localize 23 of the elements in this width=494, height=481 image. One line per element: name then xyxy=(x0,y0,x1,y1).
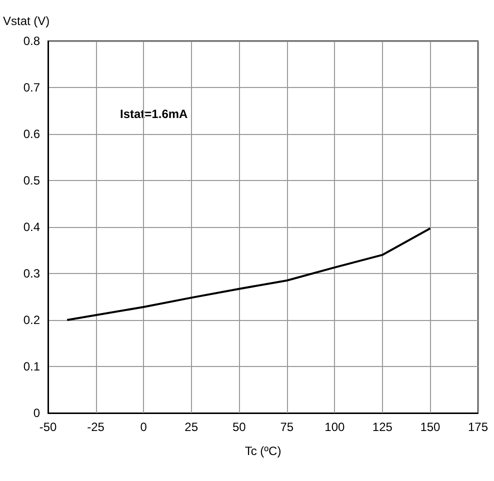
x-tick-label: -50 xyxy=(39,420,57,434)
x-tick-label: 0 xyxy=(140,420,148,434)
y-tick-label: 0.2 xyxy=(23,313,40,327)
x-tick-label: 150 xyxy=(420,420,441,434)
y-tick-label: 0.6 xyxy=(23,127,40,141)
y-tick-label: 0.7 xyxy=(23,80,40,94)
x-axis-title: Tc (ºC) xyxy=(244,444,282,458)
x-tick-label: 125 xyxy=(372,420,393,434)
x-tick-label: 100 xyxy=(324,420,345,434)
line-series xyxy=(66,227,432,321)
y-axis-title: Vstat (V) xyxy=(3,14,50,28)
x-tick-label: 175 xyxy=(468,420,488,434)
x-tick-label: 75 xyxy=(280,420,294,434)
y-tick-label: 0.4 xyxy=(23,220,40,234)
y-tick-label: 0.8 xyxy=(23,34,40,48)
y-tick-label: 0.5 xyxy=(23,174,40,188)
y-tick-label: 0 xyxy=(33,406,40,420)
x-tick-label: 25 xyxy=(184,420,198,434)
y-tick-label: 0.1 xyxy=(23,360,40,374)
y-tick-label: 0.3 xyxy=(23,266,40,280)
annotation: Istat=1.6mA xyxy=(120,107,188,121)
x-tick-label: -25 xyxy=(87,420,105,434)
x-tick-label: 50 xyxy=(232,420,246,434)
